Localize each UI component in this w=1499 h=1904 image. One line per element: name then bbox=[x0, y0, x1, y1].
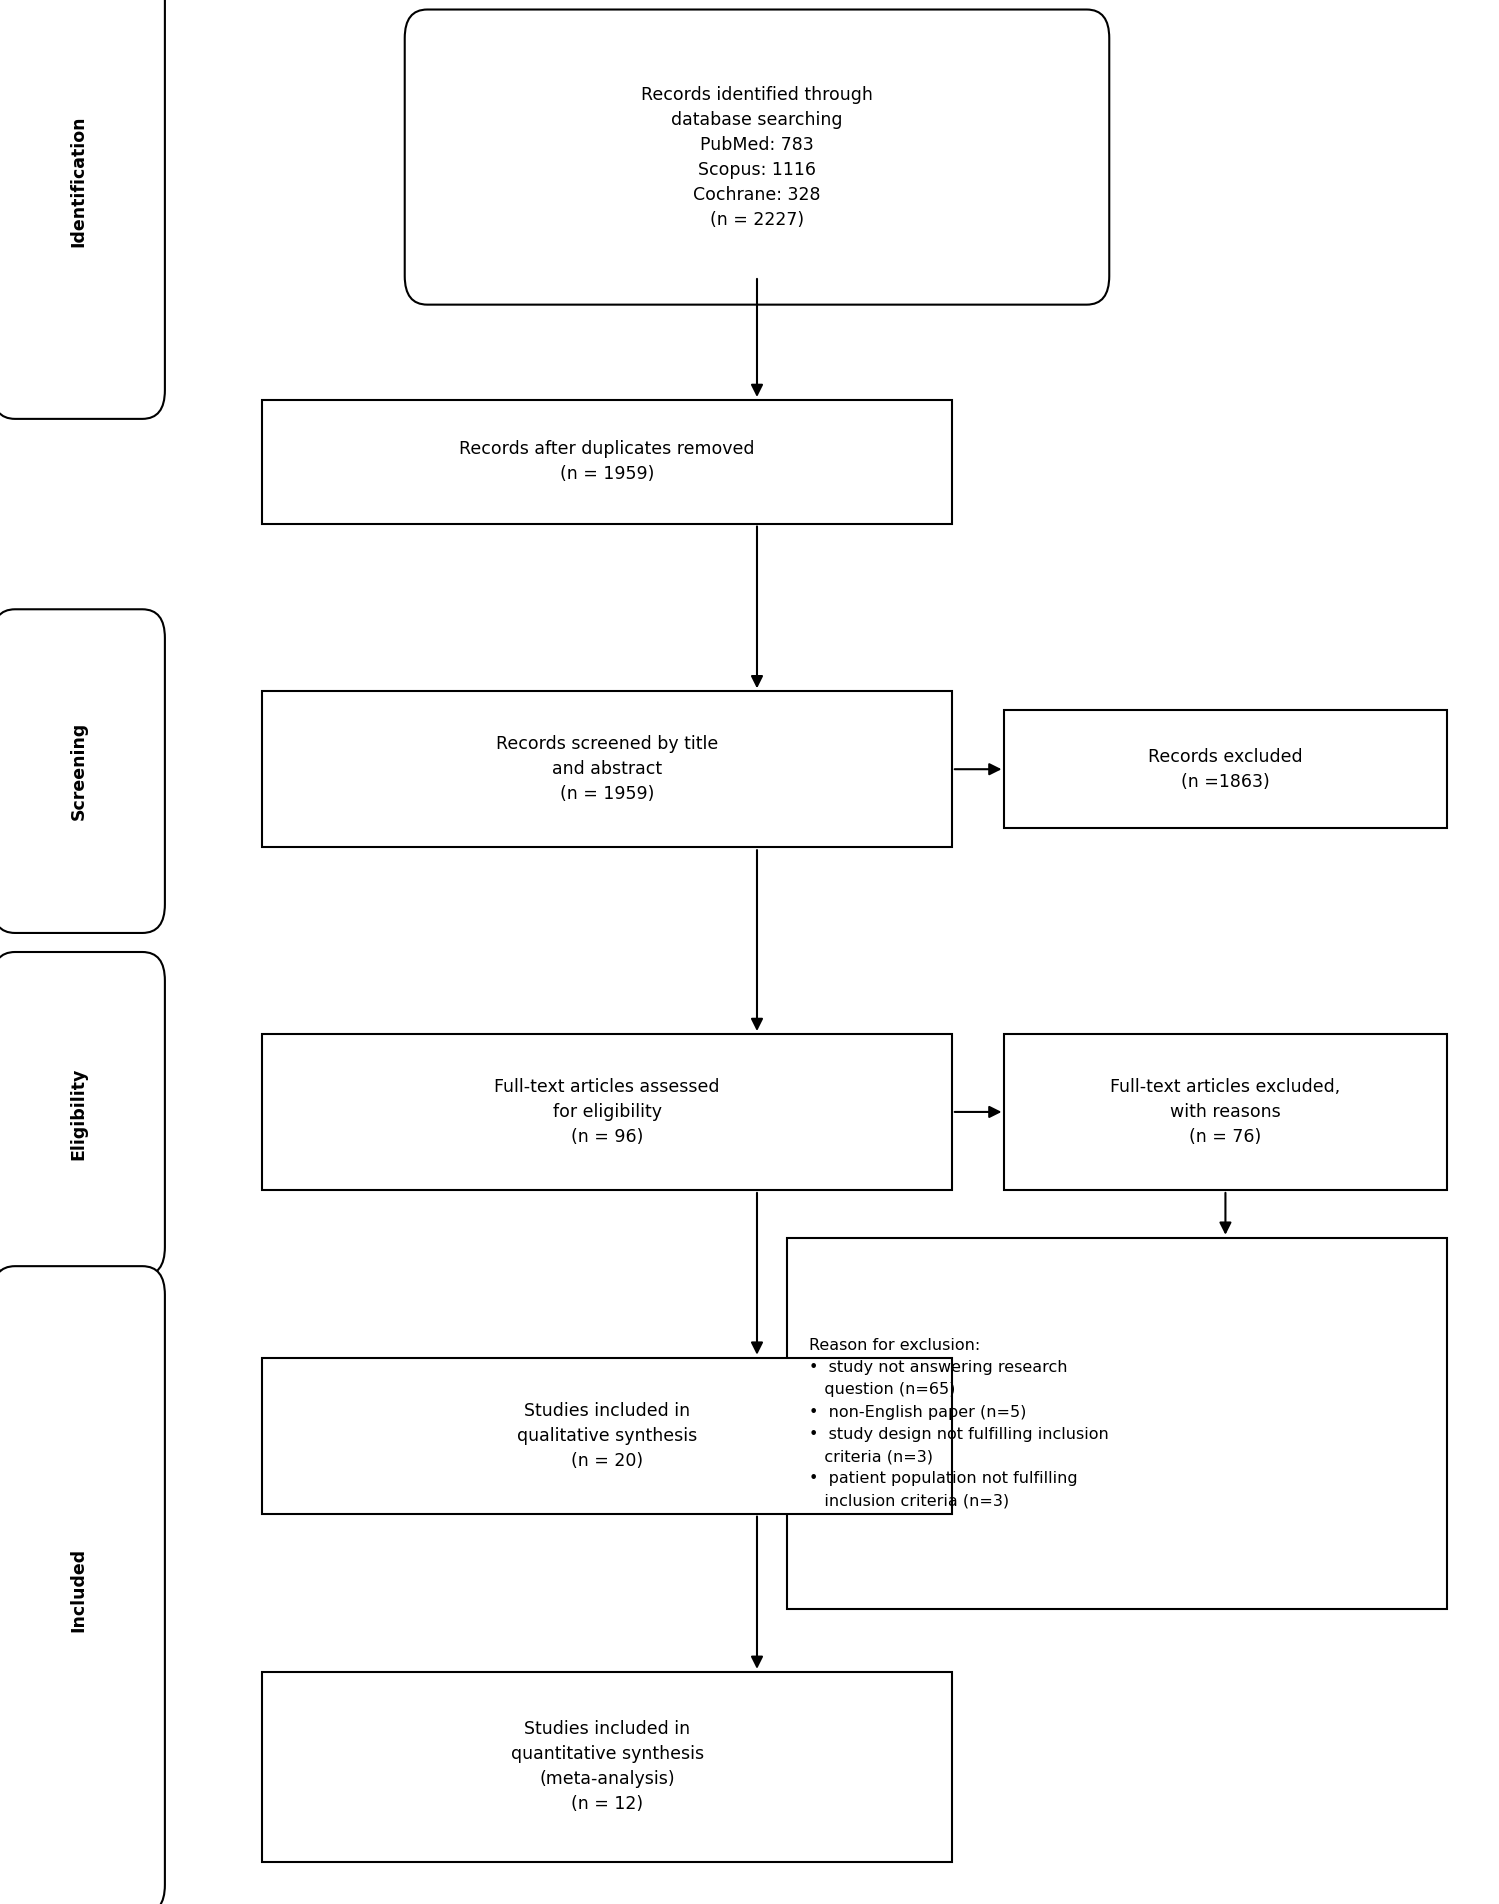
Text: Records excluded
(n =1863): Records excluded (n =1863) bbox=[1148, 748, 1303, 790]
FancyBboxPatch shape bbox=[262, 400, 952, 524]
FancyBboxPatch shape bbox=[262, 1034, 952, 1190]
FancyBboxPatch shape bbox=[0, 0, 165, 419]
Text: Records identified through
database searching
PubMed: 783
Scopus: 1116
Cochrane:: Records identified through database sear… bbox=[642, 86, 872, 228]
FancyBboxPatch shape bbox=[262, 1358, 952, 1514]
FancyBboxPatch shape bbox=[0, 952, 165, 1276]
Text: Reason for exclusion:
•  study not answering research
   question (n=65)
•  non-: Reason for exclusion: • study not answer… bbox=[809, 1339, 1109, 1508]
Text: Records after duplicates removed
(n = 1959): Records after duplicates removed (n = 19… bbox=[459, 440, 755, 484]
FancyBboxPatch shape bbox=[405, 10, 1109, 305]
Text: Full-text articles assessed
for eligibility
(n = 96): Full-text articles assessed for eligibil… bbox=[495, 1078, 720, 1146]
Text: Studies included in
quantitative synthesis
(meta-analysis)
(n = 12): Studies included in quantitative synthes… bbox=[511, 1721, 703, 1813]
Text: Included: Included bbox=[69, 1548, 88, 1632]
FancyBboxPatch shape bbox=[1004, 1034, 1447, 1190]
FancyBboxPatch shape bbox=[1004, 710, 1447, 828]
FancyBboxPatch shape bbox=[787, 1238, 1447, 1609]
FancyBboxPatch shape bbox=[0, 609, 165, 933]
Text: Studies included in
qualitative synthesis
(n = 20): Studies included in qualitative synthesi… bbox=[517, 1401, 697, 1470]
Text: Full-text articles excluded,
with reasons
(n = 76): Full-text articles excluded, with reason… bbox=[1111, 1078, 1340, 1146]
Text: Eligibility: Eligibility bbox=[69, 1068, 88, 1160]
Text: Identification: Identification bbox=[69, 114, 88, 248]
FancyBboxPatch shape bbox=[0, 1266, 165, 1904]
Text: Records screened by title
and abstract
(n = 1959): Records screened by title and abstract (… bbox=[496, 735, 718, 803]
FancyBboxPatch shape bbox=[262, 691, 952, 847]
FancyBboxPatch shape bbox=[262, 1672, 952, 1862]
Text: Screening: Screening bbox=[69, 722, 88, 821]
